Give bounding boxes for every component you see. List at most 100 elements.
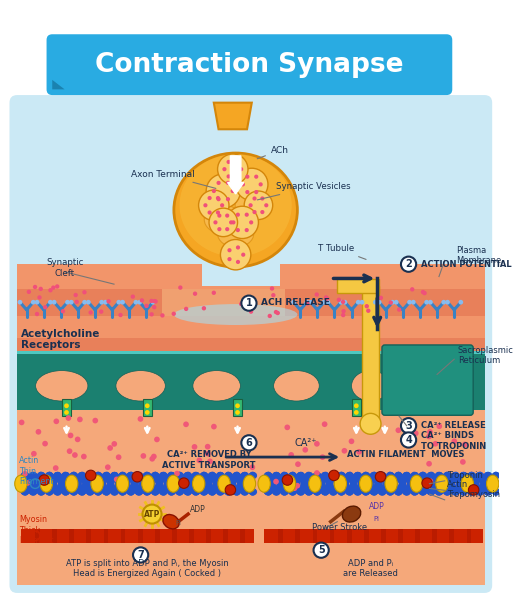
FancyBboxPatch shape bbox=[9, 95, 492, 593]
Text: are Released: are Released bbox=[343, 569, 398, 578]
Circle shape bbox=[249, 310, 253, 314]
Circle shape bbox=[54, 419, 59, 424]
Circle shape bbox=[160, 313, 165, 318]
Circle shape bbox=[354, 403, 359, 408]
Circle shape bbox=[140, 298, 144, 302]
Circle shape bbox=[249, 220, 253, 225]
Circle shape bbox=[302, 447, 308, 453]
Bar bbox=[280, 264, 485, 291]
Circle shape bbox=[39, 475, 49, 485]
Ellipse shape bbox=[193, 475, 205, 492]
Circle shape bbox=[82, 300, 87, 305]
Circle shape bbox=[462, 442, 468, 447]
Circle shape bbox=[25, 480, 30, 486]
Bar bbox=[415, 529, 420, 543]
Circle shape bbox=[436, 424, 442, 429]
Text: Pi: Pi bbox=[373, 516, 380, 522]
Circle shape bbox=[92, 418, 98, 424]
Bar bbox=[189, 529, 194, 543]
Text: Sacroplasmic
Reticulum: Sacroplasmic Reticulum bbox=[458, 346, 514, 365]
Text: T Tubule: T Tubule bbox=[318, 244, 366, 259]
Ellipse shape bbox=[163, 515, 179, 529]
Circle shape bbox=[270, 286, 274, 291]
Circle shape bbox=[229, 220, 233, 225]
Bar bbox=[381, 529, 386, 543]
Circle shape bbox=[114, 477, 120, 482]
Circle shape bbox=[249, 465, 255, 470]
Text: Actin
Thin
Filament: Actin Thin Filament bbox=[19, 457, 54, 486]
Bar bbox=[449, 529, 454, 543]
Text: 6: 6 bbox=[246, 438, 253, 448]
Circle shape bbox=[401, 418, 416, 433]
Circle shape bbox=[52, 300, 57, 305]
Circle shape bbox=[360, 300, 364, 305]
Circle shape bbox=[254, 174, 258, 179]
Circle shape bbox=[31, 300, 36, 305]
Ellipse shape bbox=[258, 475, 270, 492]
Circle shape bbox=[86, 300, 91, 305]
Circle shape bbox=[226, 160, 230, 164]
Ellipse shape bbox=[180, 154, 292, 256]
Circle shape bbox=[149, 456, 155, 461]
Circle shape bbox=[35, 300, 39, 305]
Ellipse shape bbox=[342, 506, 361, 522]
Circle shape bbox=[27, 289, 31, 294]
Circle shape bbox=[227, 257, 232, 261]
Circle shape bbox=[43, 305, 47, 310]
Circle shape bbox=[337, 477, 343, 483]
Ellipse shape bbox=[15, 475, 27, 492]
Circle shape bbox=[64, 403, 69, 408]
Bar bbox=[162, 289, 285, 316]
Text: ATP: ATP bbox=[144, 510, 160, 518]
Bar bbox=[62, 399, 71, 416]
Bar bbox=[467, 529, 471, 543]
Circle shape bbox=[394, 300, 398, 305]
Text: 2: 2 bbox=[405, 259, 412, 269]
Bar bbox=[17, 286, 485, 338]
Circle shape bbox=[138, 300, 142, 305]
Circle shape bbox=[19, 420, 25, 425]
Text: Contraction Synapse: Contraction Synapse bbox=[94, 51, 403, 78]
Circle shape bbox=[304, 300, 309, 305]
Circle shape bbox=[42, 441, 48, 447]
Circle shape bbox=[322, 421, 328, 427]
Text: 7: 7 bbox=[137, 550, 144, 560]
Circle shape bbox=[342, 448, 347, 453]
Circle shape bbox=[395, 427, 401, 433]
Circle shape bbox=[433, 441, 438, 447]
Circle shape bbox=[225, 214, 229, 218]
Circle shape bbox=[192, 444, 197, 450]
Circle shape bbox=[222, 167, 226, 171]
Circle shape bbox=[184, 307, 188, 311]
Bar bbox=[233, 399, 243, 416]
Circle shape bbox=[239, 302, 244, 306]
Circle shape bbox=[226, 174, 230, 179]
Circle shape bbox=[153, 299, 158, 304]
Circle shape bbox=[216, 196, 220, 200]
Circle shape bbox=[458, 300, 463, 305]
FancyBboxPatch shape bbox=[47, 34, 452, 95]
Text: Axon Terminal: Axon Terminal bbox=[131, 170, 216, 188]
Bar bbox=[21, 529, 254, 543]
Circle shape bbox=[17, 300, 23, 305]
Circle shape bbox=[141, 453, 146, 459]
Circle shape bbox=[205, 444, 211, 450]
Circle shape bbox=[205, 451, 211, 457]
Bar bbox=[364, 529, 369, 543]
Circle shape bbox=[151, 300, 155, 305]
Bar bbox=[352, 399, 361, 416]
Circle shape bbox=[212, 291, 216, 295]
Bar bbox=[52, 529, 57, 543]
Circle shape bbox=[356, 300, 361, 305]
Ellipse shape bbox=[117, 475, 129, 492]
Text: ACh: ACh bbox=[257, 146, 289, 159]
Ellipse shape bbox=[461, 475, 474, 492]
Circle shape bbox=[314, 441, 320, 447]
Circle shape bbox=[288, 452, 294, 458]
Circle shape bbox=[220, 239, 251, 270]
Ellipse shape bbox=[284, 475, 296, 492]
Circle shape bbox=[305, 302, 310, 306]
Circle shape bbox=[245, 228, 249, 232]
Circle shape bbox=[341, 300, 345, 304]
Circle shape bbox=[48, 300, 52, 305]
